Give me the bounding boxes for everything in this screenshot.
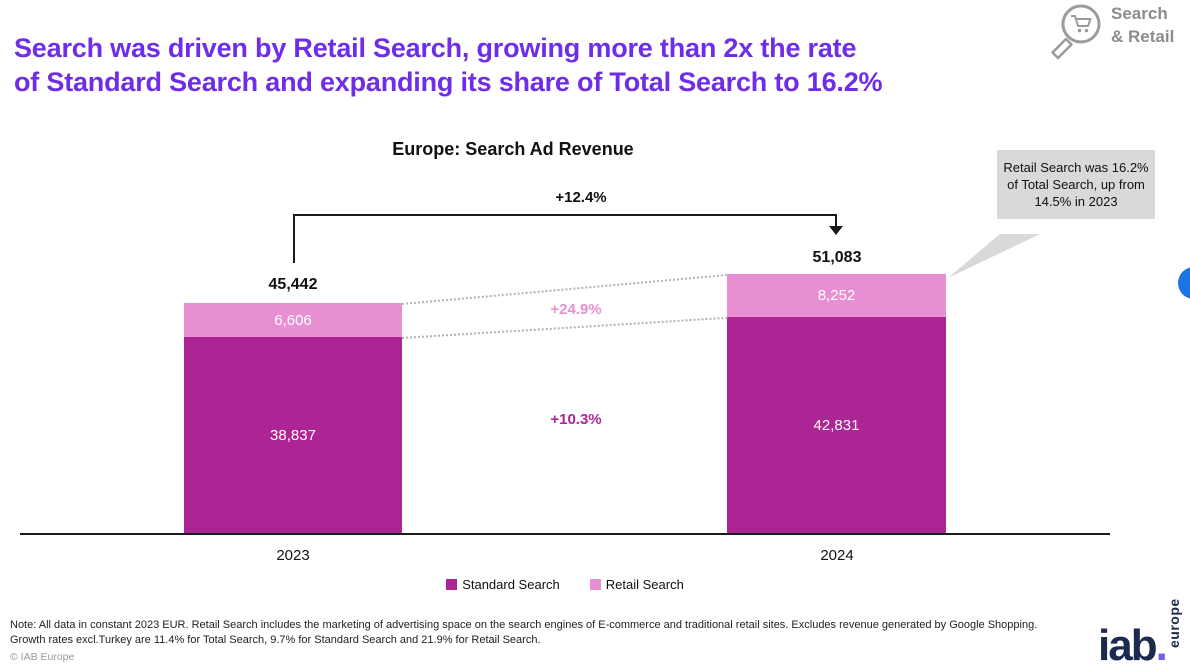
- page-title: Search was driven by Retail Search, grow…: [14, 31, 883, 99]
- logo-iab-text: iab.: [1098, 621, 1168, 669]
- growth-bracket-right: [835, 214, 837, 226]
- page-title-line2: of Standard Search and expanding its sha…: [14, 67, 883, 97]
- total-growth-label: +12.4%: [555, 189, 607, 206]
- topic-label-line2: & Retail: [1111, 27, 1175, 46]
- bar-2024-standard-segment[interactable]: 42,831: [727, 317, 946, 534]
- standard-search-swatch: [446, 579, 458, 590]
- legend-item-standard[interactable]: Standard Search: [446, 577, 560, 592]
- topic-label: Search & Retail: [1111, 2, 1174, 48]
- bar-2023-standard-segment[interactable]: 38,837: [184, 337, 402, 534]
- magnifier-cart-icon: [1051, 4, 1101, 60]
- growth-bracket-line: [293, 214, 837, 216]
- standard-growth-label: +10.3%: [550, 411, 602, 428]
- growth-arrow-icon: [829, 226, 843, 235]
- copyright: © IAB Europe: [10, 651, 75, 663]
- legend-retail-label: Retail Search: [605, 577, 684, 592]
- page-title-line1: Search was driven by Retail Search, grow…: [14, 33, 857, 63]
- bar-2023-retail-value: 6,606: [274, 311, 312, 329]
- legend-item-retail[interactable]: Retail Search: [589, 577, 684, 592]
- topic-label-line1: Search: [1111, 4, 1168, 23]
- standard-connector-line: [402, 316, 728, 339]
- legend: Standard Search Retail Search: [20, 577, 1110, 592]
- retail-search-swatch: [589, 579, 601, 590]
- total-2023-label: 45,442: [268, 276, 318, 293]
- bar-2023-standard-value: 38,837: [270, 427, 316, 444]
- x-tick-2024: 2024: [820, 547, 854, 564]
- iab-europe-logo: iab. europe: [1098, 582, 1188, 669]
- logo-europe-text: europe: [1166, 598, 1182, 648]
- legend-standard-label: Standard Search: [462, 577, 560, 592]
- logo-dot: .: [1155, 621, 1168, 669]
- growth-bracket-left: [293, 214, 295, 263]
- x-axis-line: [20, 533, 1110, 535]
- retail-growth-label: +24.9%: [550, 301, 602, 318]
- bar-2024-retail-value: 8,252: [817, 287, 856, 304]
- chart-title: Europe: Search Ad Revenue: [392, 139, 634, 159]
- bar-2024-retail-segment[interactable]: 8,252: [727, 274, 946, 317]
- callout-box: Retail Search was 16.2% of Total Search,…: [997, 150, 1155, 219]
- bar-2024-standard-value: 42,831: [813, 417, 860, 434]
- x-tick-2023: 2023: [276, 547, 310, 564]
- bar-2023-retail-segment[interactable]: 6,606: [184, 303, 402, 337]
- callout-tail: [948, 234, 1040, 278]
- footnote: Note: All data in constant 2023 EUR. Ret…: [10, 619, 1038, 646]
- share-bubble-icon[interactable]: [1178, 267, 1190, 299]
- total-2024-label: 51,083: [812, 249, 862, 266]
